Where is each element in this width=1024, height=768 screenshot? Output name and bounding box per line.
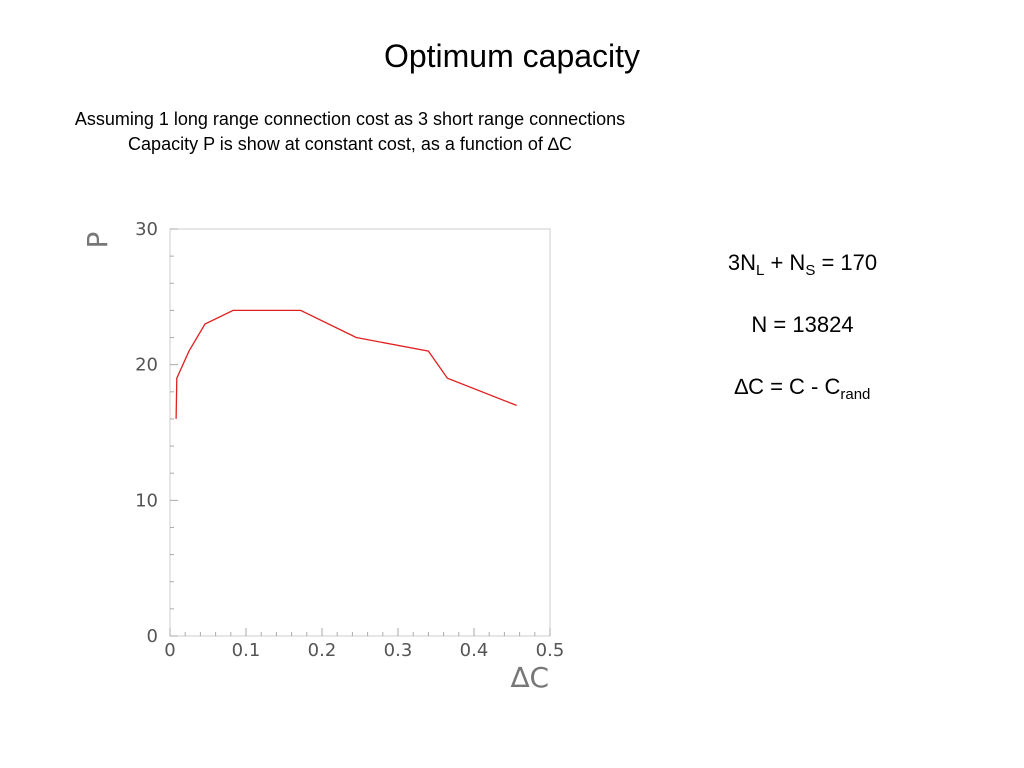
eq1-part-b: + N [764, 250, 806, 275]
eq3-sub-rand: rand [840, 386, 871, 403]
eq1-part-c: = 170 [815, 250, 878, 275]
equation-delta-c: ∆C = C - Crand [690, 373, 915, 403]
equation-n: N = 13824 [751, 312, 854, 337]
y-axis-title: P [81, 232, 114, 249]
x-tick-label: 0.4 [460, 640, 489, 661]
x-tick-label: 0 [164, 640, 175, 661]
eq3-part-a: ∆C = C - C [734, 374, 841, 399]
eq1-sub-l: L [756, 262, 765, 279]
x-tick-labels: 0 0.1 0.2 0.3 0.4 0.5 [164, 640, 564, 661]
eq1-part-a: 3N [727, 250, 756, 275]
x-tick-label: 0.1 [232, 640, 261, 661]
y-tick-label: 10 [135, 490, 158, 511]
x-tick-label: 0.2 [308, 640, 337, 661]
subtitle-line-2: Capacity P is show at constant cost, as … [128, 134, 572, 154]
y-tick-label: 30 [135, 219, 158, 240]
plot-frame [169, 228, 551, 637]
slide-title: Optimum capacity [383, 38, 641, 74]
series-group [175, 309, 517, 419]
x-tick-label: 0.5 [536, 640, 565, 661]
x-axis-title: ∆C [510, 661, 549, 694]
x-tick-label: 0.3 [384, 640, 413, 661]
y-tick-label: 20 [135, 355, 158, 376]
eq1-sub-s: S [805, 262, 816, 279]
subtitle-line-1: Assuming 1 long range connection cost as… [74, 109, 626, 129]
axis-ticks [169, 228, 551, 637]
y-tick-label: 0 [147, 626, 158, 647]
equation-cost: 3NL + NS = 170 [690, 249, 915, 279]
y-tick-labels: 0 10 20 30 [135, 219, 158, 647]
series-line [175, 309, 517, 419]
